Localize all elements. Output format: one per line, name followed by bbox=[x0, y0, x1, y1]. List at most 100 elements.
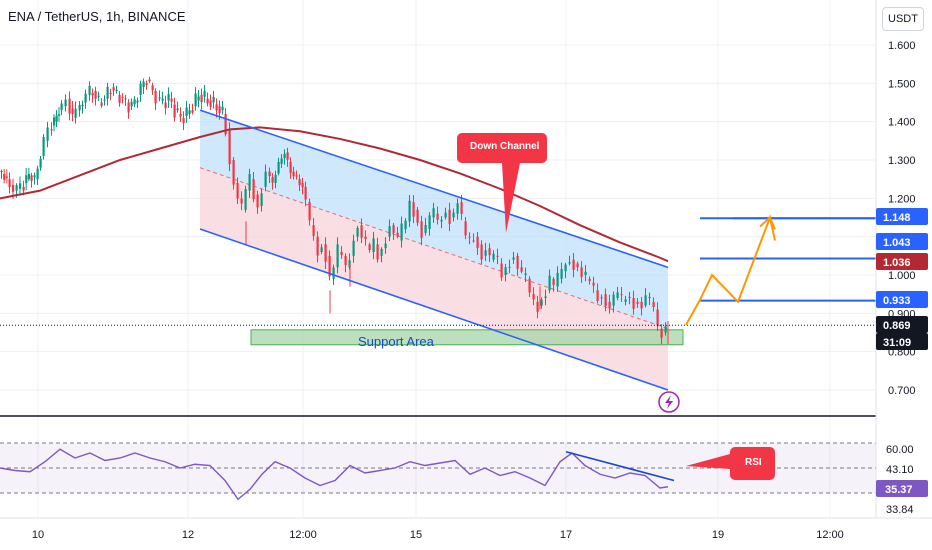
candle-body bbox=[320, 247, 323, 252]
candle-body bbox=[71, 108, 74, 115]
candle-body bbox=[286, 152, 289, 160]
rsi-callout bbox=[686, 447, 775, 480]
down-channel-label: Down Channel bbox=[470, 141, 540, 152]
candle-body bbox=[191, 110, 194, 113]
candle-body bbox=[648, 296, 651, 298]
candle-body bbox=[304, 186, 307, 200]
price-tag-label: 1.148 bbox=[883, 212, 911, 224]
candle-body bbox=[46, 127, 49, 141]
candle-body bbox=[488, 248, 491, 256]
candle-body bbox=[91, 92, 94, 96]
candle-body bbox=[15, 185, 18, 191]
candle-body bbox=[19, 183, 22, 189]
candle-body bbox=[277, 162, 280, 174]
moving-average-line bbox=[0, 126, 669, 263]
candle-body bbox=[480, 244, 483, 260]
candle-body bbox=[340, 252, 343, 256]
time-tick-label: 10 bbox=[32, 529, 44, 541]
candle-body bbox=[576, 263, 579, 268]
candle-body bbox=[133, 99, 136, 105]
candle-body bbox=[0, 170, 3, 172]
candle-body bbox=[27, 173, 31, 180]
candle-body bbox=[660, 328, 663, 338]
channel-midline bbox=[199, 167, 669, 330]
candle-body bbox=[628, 296, 631, 298]
rsi-tick-label: 43.10 bbox=[886, 464, 914, 476]
rsi-trendline bbox=[565, 450, 675, 482]
candle-body bbox=[552, 278, 555, 286]
support-area-label: Support Area bbox=[358, 334, 434, 349]
candle-body bbox=[384, 243, 387, 249]
price-tick-label: 1.500 bbox=[888, 78, 916, 90]
candle-body bbox=[218, 106, 221, 114]
candle-body bbox=[452, 212, 455, 218]
candle-body bbox=[200, 94, 203, 103]
candle-body bbox=[84, 93, 87, 103]
candle-body bbox=[456, 203, 459, 214]
candle-body bbox=[142, 81, 145, 88]
candle-body bbox=[280, 158, 283, 164]
candle-body bbox=[164, 102, 167, 109]
candle-body bbox=[295, 175, 298, 177]
candle-body bbox=[432, 208, 435, 218]
candle-body bbox=[516, 255, 519, 269]
candle-body bbox=[476, 236, 479, 249]
candle-body bbox=[328, 255, 331, 277]
candle-body bbox=[292, 171, 295, 177]
time-tick-label: 12 bbox=[182, 529, 194, 541]
candle-body bbox=[624, 299, 627, 302]
candle-body bbox=[364, 236, 367, 239]
down-channel-callout bbox=[457, 133, 547, 233]
candle-body bbox=[130, 101, 133, 107]
candle-body bbox=[512, 257, 515, 260]
candle-body bbox=[448, 209, 451, 224]
time-tick-label: 12:00 bbox=[289, 529, 317, 541]
candle-body bbox=[356, 227, 359, 237]
candle-body bbox=[154, 91, 157, 104]
candle-body bbox=[536, 301, 539, 312]
candle-body bbox=[224, 114, 227, 135]
candle-body bbox=[596, 290, 599, 302]
candle-body bbox=[236, 183, 239, 199]
candle-body bbox=[500, 263, 503, 278]
candle-body bbox=[81, 104, 84, 107]
candle-body bbox=[185, 107, 188, 116]
candle-body bbox=[444, 212, 447, 218]
candle-body bbox=[30, 175, 33, 181]
candle-body bbox=[664, 326, 667, 333]
candle-body bbox=[264, 171, 267, 187]
candle-body bbox=[3, 174, 6, 180]
candle-body bbox=[74, 108, 77, 118]
candle-body bbox=[209, 100, 212, 107]
candle-body bbox=[33, 175, 36, 178]
candle-body bbox=[194, 93, 197, 107]
projection-arrowhead bbox=[759, 215, 776, 230]
candle-body bbox=[206, 98, 209, 104]
candle-body bbox=[274, 175, 277, 183]
candle-body bbox=[88, 85, 91, 95]
candle-body bbox=[127, 102, 130, 113]
price-tag-level bbox=[876, 233, 928, 250]
price-tick-label: 0.700 bbox=[888, 385, 916, 397]
candle-body bbox=[121, 96, 124, 98]
candle-body bbox=[508, 266, 511, 268]
candle-body bbox=[572, 259, 575, 271]
price-tag-level bbox=[876, 291, 928, 308]
candle-body bbox=[360, 225, 363, 238]
candle-body bbox=[139, 83, 142, 95]
price-tick-label: 1.600 bbox=[888, 40, 916, 52]
chart-title: ENA / TetherUS, 1h, BINANCE bbox=[8, 9, 186, 24]
candle-body bbox=[39, 158, 42, 168]
lightning-bolt-glyph bbox=[665, 395, 673, 409]
candle-body bbox=[376, 244, 379, 260]
price-tick-label: 1.300 bbox=[888, 155, 916, 167]
candle-body bbox=[412, 202, 415, 217]
currency-button[interactable]: USDT bbox=[882, 7, 924, 31]
candle-body bbox=[640, 301, 643, 309]
candle-body bbox=[436, 213, 439, 220]
support-zone bbox=[250, 329, 684, 346]
candle-body bbox=[632, 298, 635, 309]
candle-body bbox=[58, 114, 61, 116]
candle-body bbox=[106, 86, 109, 99]
